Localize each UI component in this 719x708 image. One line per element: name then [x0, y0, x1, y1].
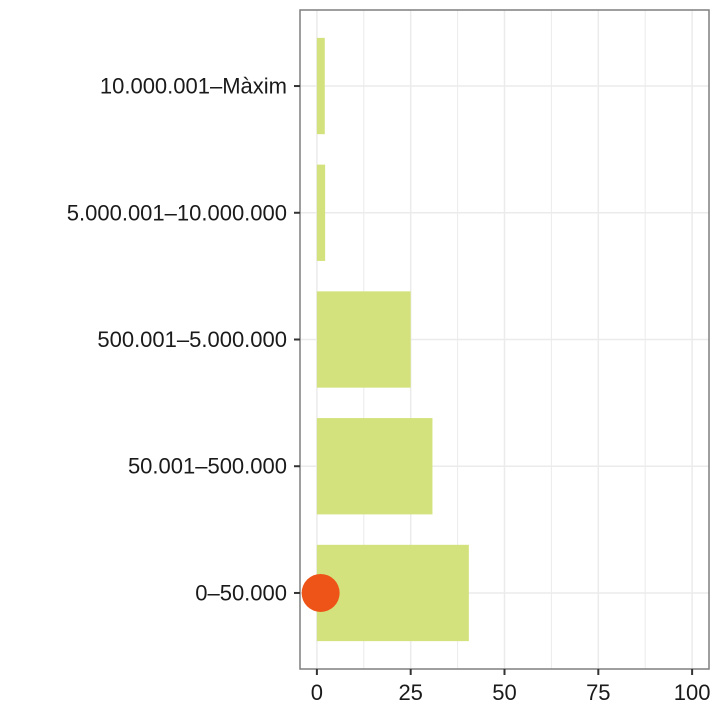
bars	[316, 37, 469, 642]
x-tick-label: 25	[398, 680, 422, 705]
bar-5	[316, 37, 325, 135]
x-tick-label: 50	[492, 680, 516, 705]
bar-4	[316, 164, 326, 261]
bar-3	[316, 291, 411, 388]
y-tick-label: 5.000.001–10.000.000	[67, 200, 287, 225]
data-point-marker	[301, 573, 340, 612]
x-axis: 0 25 50 75 100	[311, 669, 711, 705]
y-tick-label: 500.001–5.000.000	[97, 327, 287, 352]
y-tick-label: 10.000.001–Màxim	[100, 74, 287, 99]
y-tick-label: 0–50.000	[195, 580, 287, 605]
grid-lines	[300, 10, 709, 669]
bar-1	[316, 544, 469, 642]
x-tick-label: 75	[586, 680, 610, 705]
y-tick-label: 50.001–500.000	[128, 454, 287, 479]
markers	[301, 573, 340, 612]
x-tick-label: 100	[674, 680, 711, 705]
x-tick-label: 0	[311, 680, 323, 705]
y-axis: 0–50.000 50.001–500.000 500.001–5.000.000 5…	[67, 74, 300, 605]
bar-2	[316, 418, 433, 515]
